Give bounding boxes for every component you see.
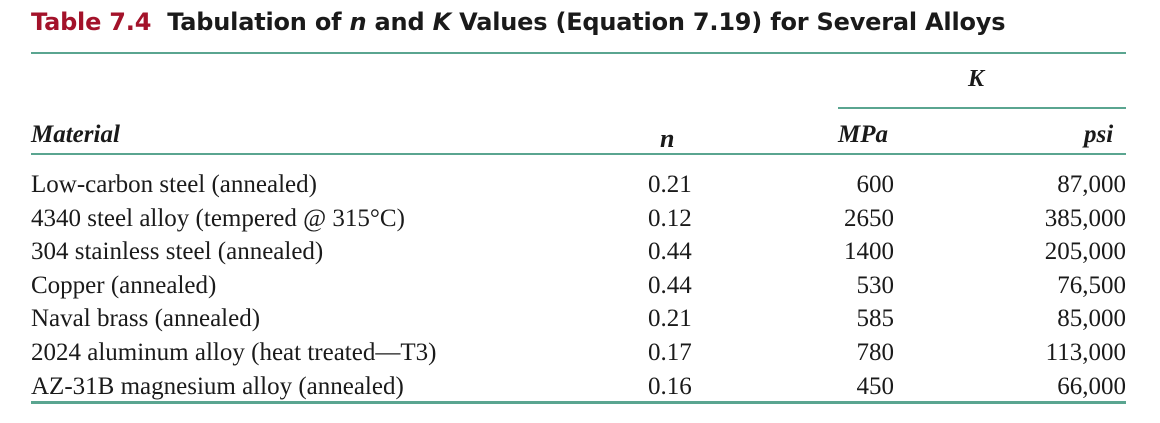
cell-n: 0.17 [648, 338, 692, 366]
caption-k: K [432, 8, 452, 36]
caption-text-3: Values (Equation 7.19) for Several Alloy… [451, 8, 1006, 36]
cell-n: 0.21 [648, 171, 692, 198]
cell-n: 0.12 [648, 204, 692, 232]
header-psi: psi [1084, 121, 1114, 148]
table-row: 2024 aluminum alloy (heat treated—T3) 0.… [31, 336, 1126, 370]
cell-n: 0.21 [648, 305, 692, 333]
cell-psi: 76,500 [1057, 271, 1126, 299]
table-row: Naval brass (annealed) 0.21 585 85,000 [31, 302, 1126, 336]
header-rule [31, 153, 1126, 155]
cell-mpa: 2650 [844, 204, 894, 232]
bottom-rule [31, 401, 1126, 404]
cell-mpa: 600 [856, 171, 895, 198]
cell-n: 0.44 [648, 271, 692, 299]
table-row: 4340 steel alloy (tempered @ 315°C) 0.12… [31, 202, 1126, 236]
table-body: Low-carbon steel (annealed) 0.21 600 87,… [31, 168, 1126, 403]
caption-text-2: and [366, 8, 433, 36]
top-rule [31, 52, 1126, 54]
caption-text-1: Tabulation of [167, 8, 350, 36]
cell-material: 304 stainless steel (annealed) [31, 238, 324, 266]
cell-psi: 66,000 [1057, 372, 1126, 400]
cell-material: Low-carbon steel (annealed) [31, 171, 317, 198]
cell-psi: 205,000 [1044, 238, 1126, 266]
cell-material: AZ-31B magnesium alloy (annealed) [31, 372, 404, 400]
header-material: Material [31, 121, 120, 148]
cell-mpa: 450 [856, 372, 895, 400]
cell-psi: 385,000 [1044, 204, 1126, 232]
cell-mpa: 1400 [844, 238, 894, 266]
table-row: Low-carbon steel (annealed) 0.21 600 87,… [31, 168, 1126, 202]
table-caption: Table 7.4 Tabulation of n and K Values (E… [31, 8, 1006, 36]
header-mpa: MPa [838, 121, 888, 148]
cell-psi: 113,000 [1045, 338, 1126, 366]
cell-material: 2024 aluminum alloy (heat treated—T3) [31, 338, 437, 366]
cell-psi: 87,000 [1057, 171, 1126, 198]
cell-material: 4340 steel alloy (tempered @ 315°C) [31, 204, 405, 232]
header-n: n [660, 124, 675, 153]
table-row: Copper (annealed) 0.44 530 76,500 [31, 269, 1126, 303]
cell-mpa: 780 [856, 338, 895, 366]
cell-n: 0.44 [648, 238, 692, 266]
cell-material: Copper (annealed) [31, 271, 217, 299]
caption-n: n [349, 8, 367, 36]
cell-mpa: 530 [856, 271, 895, 299]
header-k-group: K [968, 66, 985, 92]
cell-n: 0.16 [648, 372, 692, 400]
table-row: 304 stainless steel (annealed) 0.44 1400… [31, 235, 1126, 269]
cell-psi: 85,000 [1057, 305, 1126, 333]
table-row: AZ-31B magnesium alloy (annealed) 0.16 4… [31, 370, 1126, 404]
table-number: Table 7.4 [31, 8, 152, 36]
k-group-rule [838, 107, 1126, 109]
cell-material: Naval brass (annealed) [31, 305, 261, 333]
cell-mpa: 585 [856, 305, 895, 333]
